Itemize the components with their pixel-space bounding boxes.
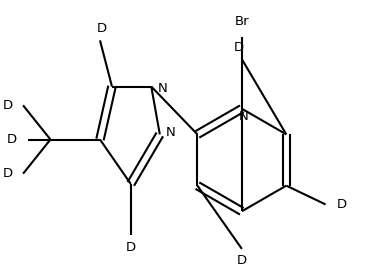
Text: D: D: [336, 198, 347, 211]
Text: D: D: [126, 241, 136, 254]
Text: D: D: [96, 22, 107, 35]
Text: N: N: [157, 82, 167, 95]
Text: Br: Br: [234, 15, 249, 28]
Text: N: N: [239, 110, 249, 123]
Text: D: D: [233, 41, 243, 54]
Text: N: N: [166, 126, 176, 139]
Text: D: D: [7, 133, 17, 146]
Text: D: D: [3, 99, 13, 112]
Text: D: D: [237, 254, 247, 267]
Text: D: D: [3, 167, 13, 180]
